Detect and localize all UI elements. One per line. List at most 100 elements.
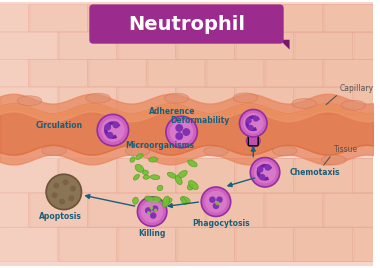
- FancyBboxPatch shape: [205, 59, 266, 87]
- FancyBboxPatch shape: [352, 227, 374, 262]
- Circle shape: [52, 192, 57, 198]
- FancyBboxPatch shape: [352, 87, 374, 114]
- FancyBboxPatch shape: [352, 227, 374, 262]
- Ellipse shape: [167, 172, 176, 178]
- FancyBboxPatch shape: [117, 32, 178, 59]
- FancyBboxPatch shape: [264, 5, 325, 32]
- Ellipse shape: [142, 170, 149, 174]
- FancyBboxPatch shape: [352, 159, 374, 193]
- FancyBboxPatch shape: [352, 227, 374, 262]
- FancyBboxPatch shape: [0, 193, 30, 227]
- FancyBboxPatch shape: [234, 32, 296, 59]
- Ellipse shape: [133, 174, 139, 180]
- FancyBboxPatch shape: [293, 87, 355, 114]
- Ellipse shape: [188, 160, 197, 167]
- FancyBboxPatch shape: [352, 87, 374, 114]
- FancyBboxPatch shape: [176, 159, 237, 193]
- Ellipse shape: [149, 196, 161, 203]
- FancyBboxPatch shape: [205, 5, 266, 32]
- Circle shape: [112, 121, 119, 128]
- FancyBboxPatch shape: [205, 193, 266, 227]
- FancyBboxPatch shape: [323, 5, 374, 32]
- FancyBboxPatch shape: [264, 5, 325, 32]
- FancyBboxPatch shape: [352, 159, 374, 193]
- Circle shape: [63, 179, 68, 185]
- FancyBboxPatch shape: [293, 227, 355, 262]
- FancyBboxPatch shape: [293, 32, 355, 59]
- Circle shape: [248, 125, 254, 131]
- FancyBboxPatch shape: [264, 193, 325, 227]
- FancyBboxPatch shape: [205, 59, 266, 87]
- FancyBboxPatch shape: [205, 193, 266, 227]
- Ellipse shape: [17, 96, 42, 106]
- FancyBboxPatch shape: [234, 159, 296, 193]
- Circle shape: [104, 124, 111, 131]
- FancyBboxPatch shape: [264, 59, 325, 87]
- Ellipse shape: [180, 197, 187, 204]
- FancyBboxPatch shape: [234, 87, 296, 114]
- Ellipse shape: [181, 197, 190, 203]
- FancyBboxPatch shape: [323, 5, 374, 32]
- FancyBboxPatch shape: [176, 87, 237, 114]
- FancyBboxPatch shape: [146, 59, 207, 87]
- FancyBboxPatch shape: [0, 59, 30, 87]
- FancyBboxPatch shape: [293, 87, 355, 114]
- FancyBboxPatch shape: [205, 5, 266, 32]
- Ellipse shape: [187, 184, 193, 190]
- FancyBboxPatch shape: [352, 32, 374, 59]
- Ellipse shape: [292, 99, 317, 109]
- FancyBboxPatch shape: [117, 159, 178, 193]
- Circle shape: [106, 132, 113, 139]
- Circle shape: [170, 120, 193, 144]
- FancyBboxPatch shape: [323, 59, 374, 87]
- FancyBboxPatch shape: [89, 5, 284, 44]
- Ellipse shape: [133, 197, 138, 204]
- FancyBboxPatch shape: [293, 227, 355, 262]
- FancyBboxPatch shape: [352, 159, 374, 193]
- FancyBboxPatch shape: [146, 5, 207, 32]
- Ellipse shape: [204, 146, 228, 156]
- FancyBboxPatch shape: [58, 227, 119, 262]
- Circle shape: [254, 161, 276, 183]
- FancyBboxPatch shape: [234, 87, 296, 114]
- Ellipse shape: [86, 93, 111, 103]
- FancyBboxPatch shape: [352, 227, 374, 262]
- FancyBboxPatch shape: [234, 32, 296, 59]
- Circle shape: [246, 118, 252, 124]
- FancyBboxPatch shape: [352, 87, 374, 114]
- FancyBboxPatch shape: [234, 227, 296, 262]
- Circle shape: [175, 124, 183, 132]
- FancyBboxPatch shape: [352, 87, 374, 114]
- FancyBboxPatch shape: [58, 32, 119, 59]
- FancyBboxPatch shape: [176, 159, 237, 193]
- Ellipse shape: [165, 93, 189, 103]
- FancyBboxPatch shape: [117, 227, 178, 262]
- Circle shape: [264, 164, 271, 171]
- FancyBboxPatch shape: [234, 227, 296, 262]
- FancyBboxPatch shape: [205, 193, 266, 227]
- FancyBboxPatch shape: [323, 59, 374, 87]
- Circle shape: [147, 211, 150, 215]
- Circle shape: [215, 201, 220, 205]
- Ellipse shape: [130, 157, 135, 162]
- FancyBboxPatch shape: [234, 87, 296, 114]
- FancyBboxPatch shape: [293, 32, 355, 59]
- FancyBboxPatch shape: [176, 32, 237, 59]
- FancyBboxPatch shape: [323, 193, 374, 227]
- Circle shape: [166, 116, 197, 148]
- FancyBboxPatch shape: [234, 159, 296, 193]
- FancyBboxPatch shape: [87, 5, 148, 32]
- FancyBboxPatch shape: [293, 32, 355, 59]
- FancyBboxPatch shape: [146, 193, 207, 227]
- Circle shape: [53, 183, 59, 189]
- Text: Apoptosis: Apoptosis: [40, 211, 82, 221]
- FancyBboxPatch shape: [176, 227, 237, 262]
- FancyBboxPatch shape: [352, 159, 374, 193]
- FancyBboxPatch shape: [323, 59, 374, 87]
- Circle shape: [150, 212, 157, 219]
- Text: Killing: Killing: [138, 229, 166, 238]
- FancyBboxPatch shape: [264, 193, 325, 227]
- FancyBboxPatch shape: [205, 5, 266, 32]
- FancyBboxPatch shape: [293, 227, 355, 262]
- FancyBboxPatch shape: [176, 227, 237, 262]
